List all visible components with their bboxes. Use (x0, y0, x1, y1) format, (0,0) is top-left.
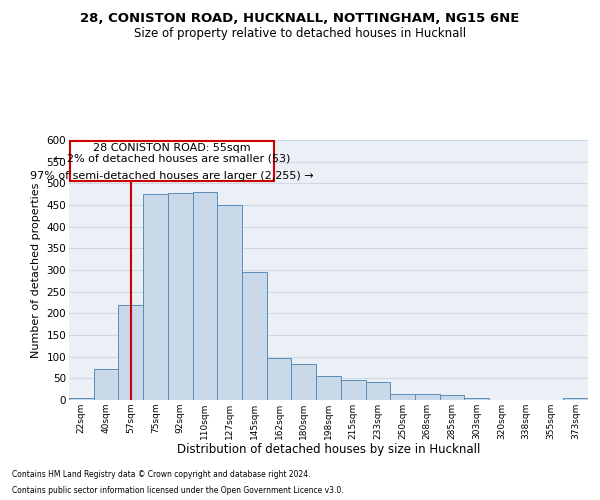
Bar (292, 364, 316, 400)
Y-axis label: Number of detached properties: Number of detached properties (31, 182, 41, 358)
Bar (341, 380, 365, 400)
Text: Contains public sector information licensed under the Open Government Licence v3: Contains public sector information licen… (12, 486, 344, 495)
Bar (217, 205, 242, 400)
Text: 28, CONISTON ROAD, HUCKNALL, NOTTINGHAM, NG15 6NE: 28, CONISTON ROAD, HUCKNALL, NOTTINGHAM,… (80, 12, 520, 26)
Text: Contains HM Land Registry data © Crown copyright and database right 2024.: Contains HM Land Registry data © Crown c… (12, 470, 311, 479)
Bar (415, 394, 440, 400)
Bar (316, 376, 341, 400)
Bar (365, 382, 390, 400)
Text: Size of property relative to detached houses in Hucknall: Size of property relative to detached ho… (134, 28, 466, 40)
FancyBboxPatch shape (70, 142, 274, 181)
Bar (563, 398, 588, 400)
Bar (168, 194, 193, 400)
Text: 28 CONISTON ROAD: 55sqm: 28 CONISTON ROAD: 55sqm (94, 143, 251, 153)
Text: ← 2% of detached houses are smaller (53): ← 2% of detached houses are smaller (53) (54, 154, 290, 164)
Text: 97% of semi-detached houses are larger (2,255) →: 97% of semi-detached houses are larger (… (31, 170, 314, 180)
Bar (390, 394, 415, 400)
Bar (118, 304, 143, 400)
Bar (440, 395, 464, 400)
Text: Distribution of detached houses by size in Hucknall: Distribution of detached houses by size … (177, 442, 481, 456)
Bar (267, 358, 292, 400)
Bar (242, 272, 267, 400)
Bar (143, 194, 168, 400)
Bar (193, 192, 217, 400)
Bar (94, 369, 118, 400)
Bar (464, 398, 489, 400)
Bar (69, 398, 94, 400)
